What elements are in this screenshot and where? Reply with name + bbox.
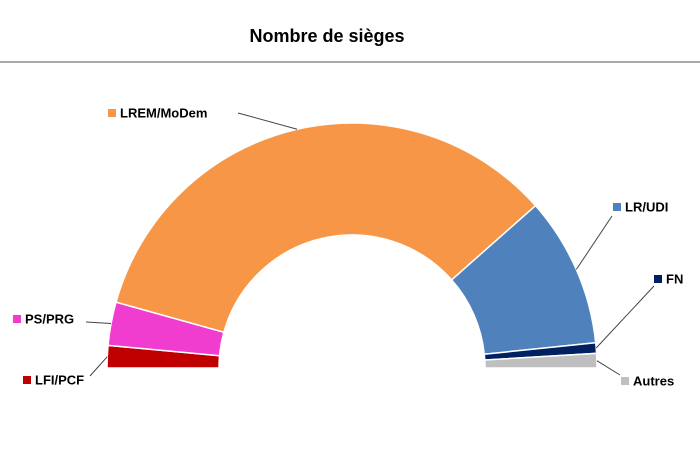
legend-swatch	[613, 203, 621, 211]
legend-swatch	[654, 275, 662, 283]
wedge	[483, 352, 598, 369]
legend-swatch	[621, 377, 629, 385]
leader-line	[575, 215, 613, 270]
legend-swatch	[108, 109, 116, 117]
wedge	[115, 122, 537, 334]
slice-label: LREM/MoDem	[120, 105, 207, 120]
chart-title: Nombre de sièges	[249, 26, 404, 46]
slice-label: LFI/PCF	[35, 372, 84, 387]
legend-swatch	[23, 376, 31, 384]
leader-line	[596, 360, 621, 376]
leader-line	[89, 356, 108, 377]
leader-line	[85, 321, 112, 325]
slice-label: Autres	[633, 373, 674, 388]
slice-label: FN	[666, 271, 683, 286]
leader-line	[237, 112, 298, 130]
slice-label: PS/PRG	[25, 311, 74, 326]
leader-line	[595, 285, 655, 349]
slice-label: LR/UDI	[625, 199, 668, 214]
legend-swatch	[13, 315, 21, 323]
